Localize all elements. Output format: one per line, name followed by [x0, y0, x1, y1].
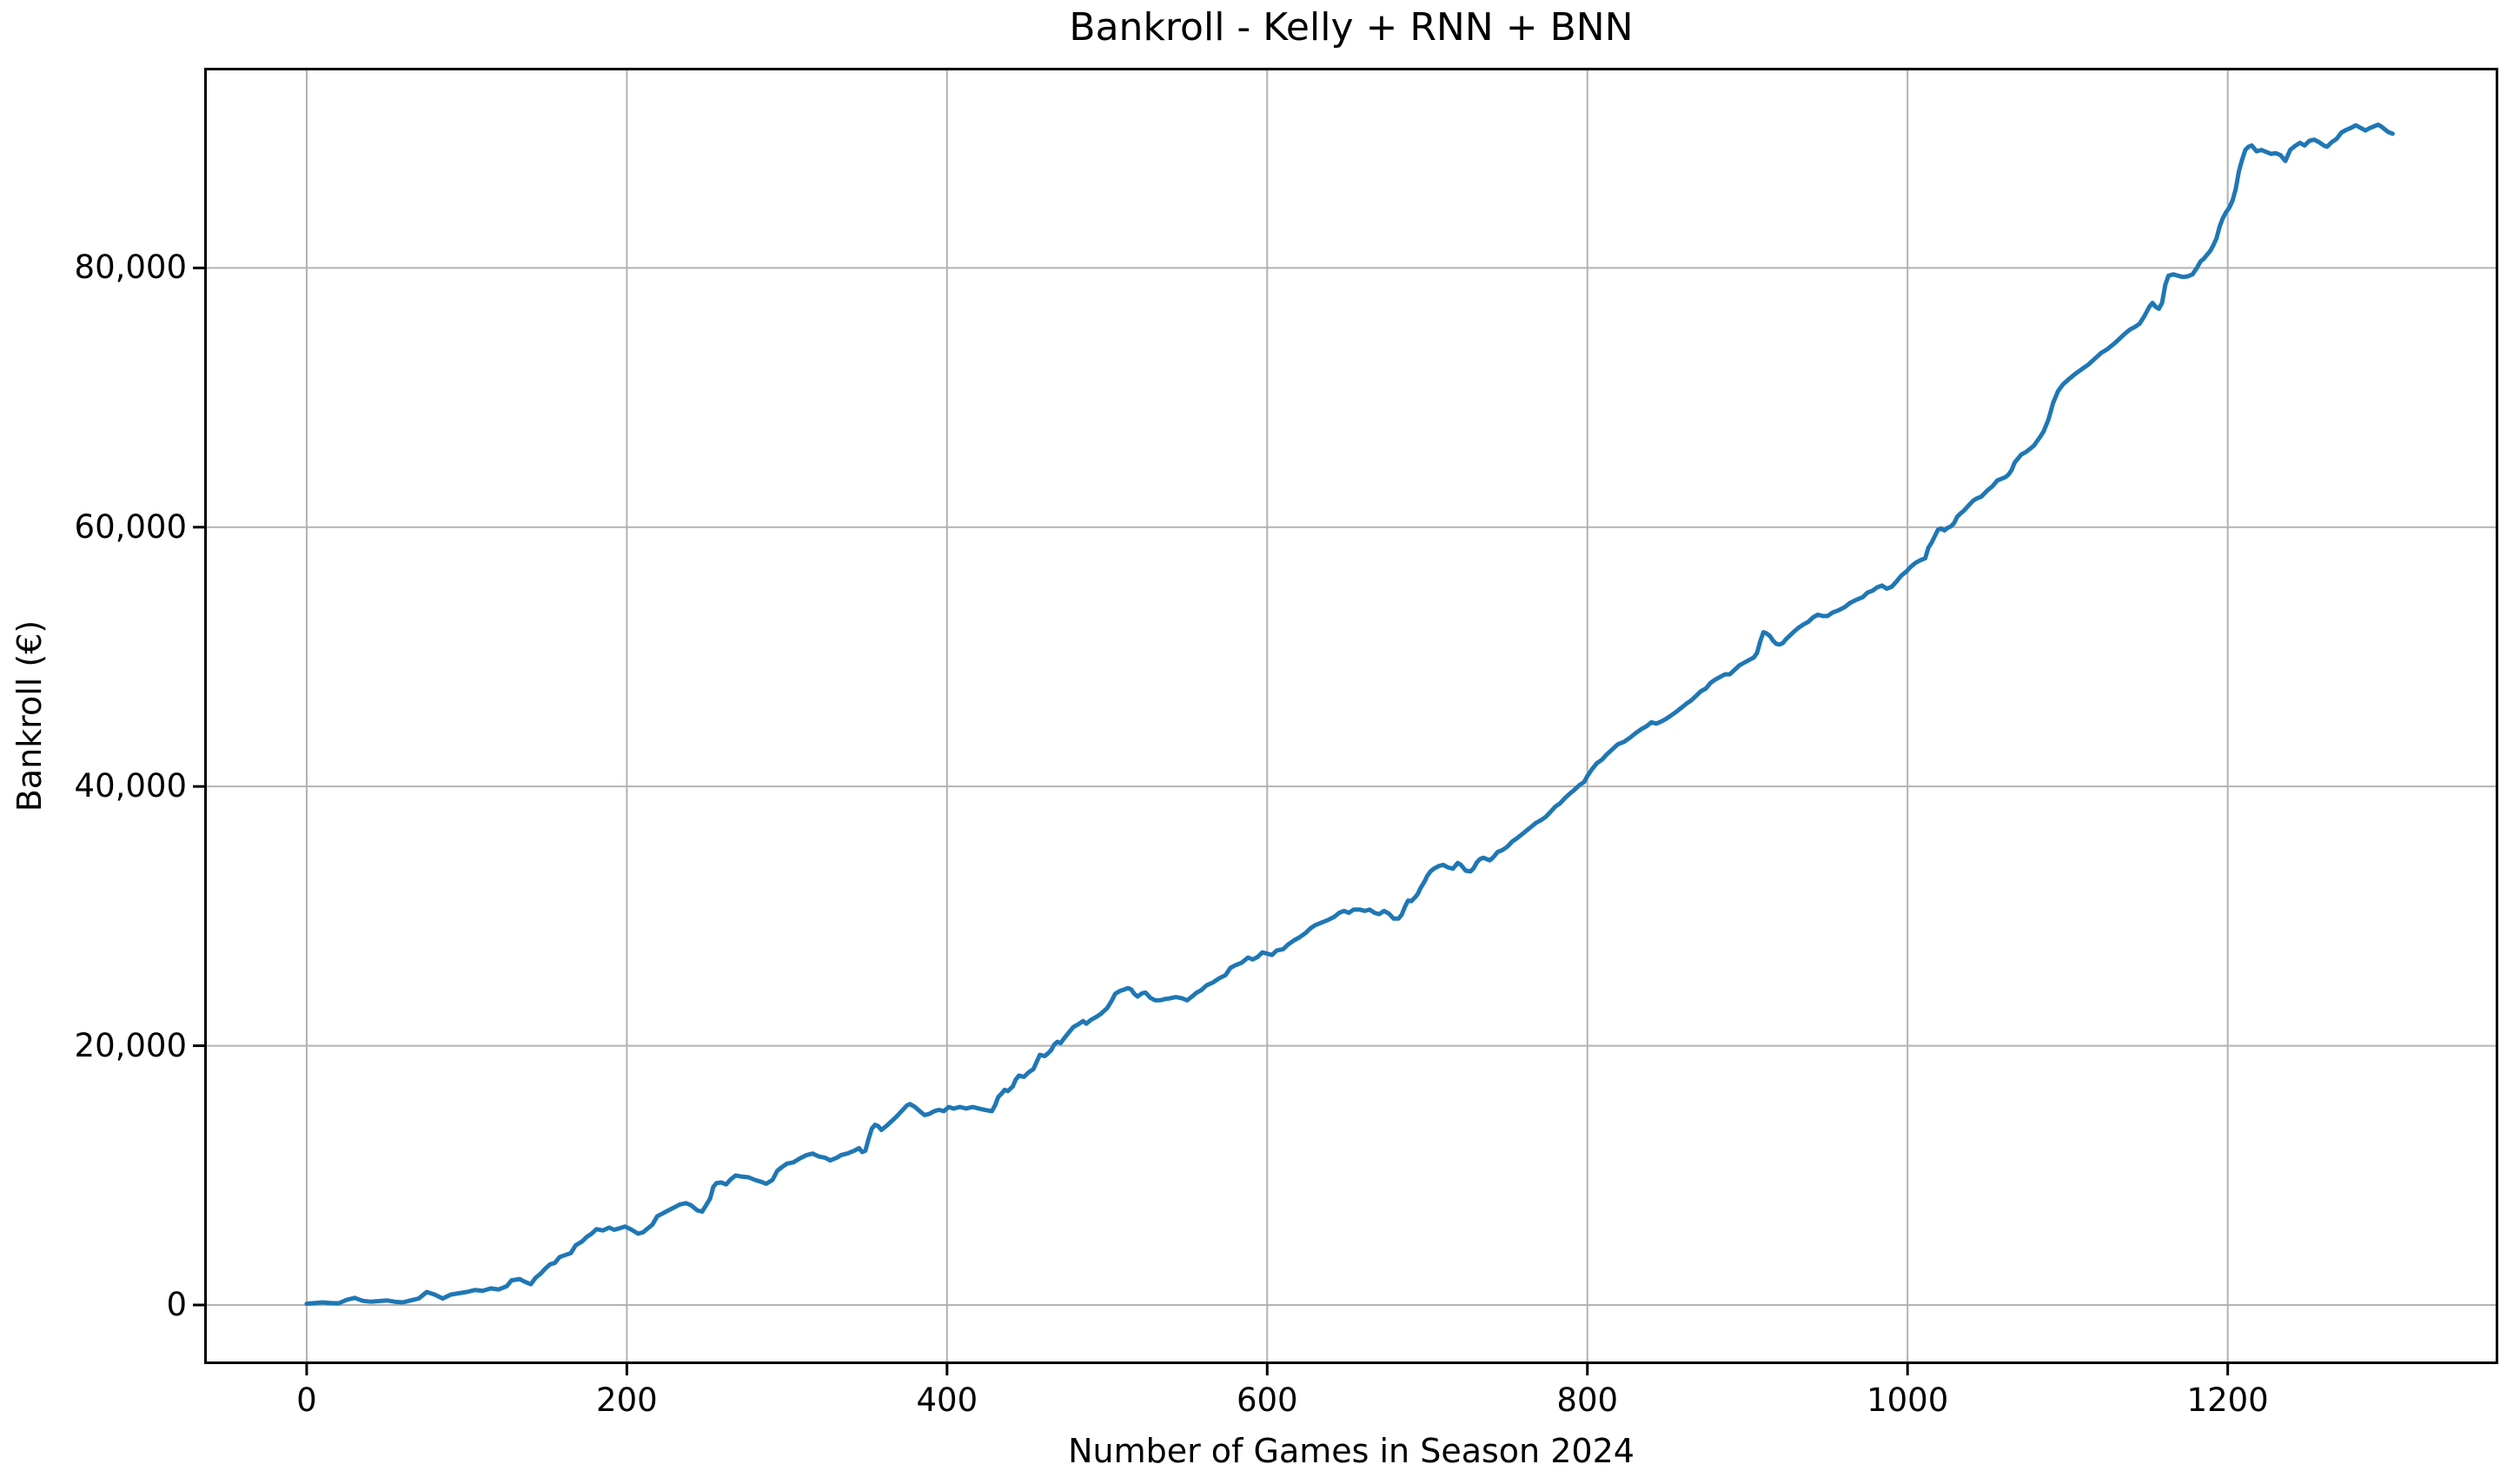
axes-spines — [204, 68, 2498, 1364]
y-tick-label: 60,000 — [74, 507, 187, 546]
y-tick-label: 80,000 — [74, 248, 187, 287]
bankroll-line — [304, 123, 2395, 1306]
y-tick-label: 40,000 — [74, 767, 187, 805]
y-tick-label: 20,000 — [74, 1026, 187, 1064]
plot-area — [193, 68, 2498, 1375]
x-tick-label: 1000 — [1867, 1381, 1949, 1419]
x-tick-label: 800 — [1556, 1381, 1619, 1419]
x-tick-label: 600 — [1236, 1381, 1298, 1419]
x-tick-label: 1200 — [2186, 1381, 2269, 1419]
y-tick-label: 0 — [166, 1285, 187, 1323]
y-axis-label: Bankroll (€) — [10, 619, 49, 812]
x-tick-label: 0 — [296, 1381, 317, 1419]
x-axis-label: Number of Games in Season 2024 — [1068, 1432, 1635, 1470]
chart-title: Bankroll - Kelly + RNN + BNN — [1069, 5, 1634, 50]
x-tick-label: 400 — [916, 1381, 978, 1419]
x-tick-label: 200 — [596, 1381, 658, 1419]
